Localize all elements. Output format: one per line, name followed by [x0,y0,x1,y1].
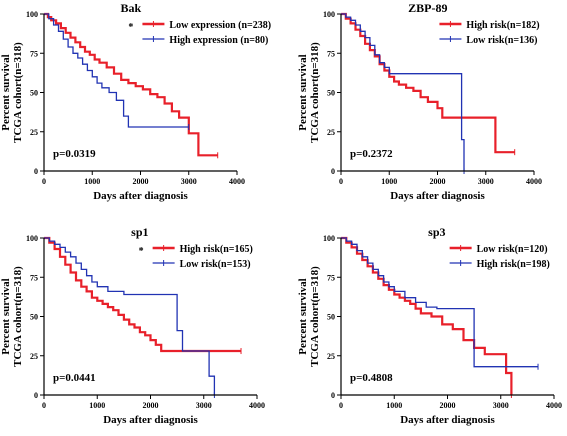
x-tick-label: 0 [42,401,46,410]
km-curve-blue [44,13,189,128]
p-value-label: p=0.2372 [350,148,393,160]
x-tick-label: 2000 [440,401,456,410]
legend-entry: High risk(n=165) [180,244,253,255]
p-value-label: p=0.0441 [53,372,96,384]
chart-title: sp3 [428,225,445,239]
x-axis-label: Days after diagnosis [390,190,485,202]
chart-title: Bak [121,1,142,15]
y-tick-label: 75 [30,273,38,282]
y-tick-label: 25 [30,352,38,361]
x-axis-label: Days after diagnosis [93,190,188,202]
legend-entry: High expression (n=80) [169,35,268,46]
chart-title: ZBP-89 [408,1,447,15]
x-axis-label: Days after diagnosis [103,414,198,426]
y-tick-label: 50 [30,313,38,322]
y-axis-label: Percent survival [297,54,309,130]
x-tick-label: 3000 [181,177,197,186]
legend-entry: High risk(n=182) [466,20,539,31]
legend-entry: Low risk(n=120) [477,244,548,255]
x-tick-label: 0 [42,177,46,186]
km-curve-red [44,12,218,157]
x-tick-label: 1000 [89,401,105,410]
y-tick-label: 100 [26,10,38,19]
x-axis-label: Days after diagnosis [400,414,495,426]
y-tick-label: 0 [34,167,38,176]
y-axis-label: Percent survival [0,54,12,130]
y-axis-label: TCGA cohort(n=318) [12,266,24,367]
x-tick-label: 4000 [229,177,245,186]
km-curve-blue [341,237,538,368]
y-tick-label: 100 [323,10,335,19]
p-value-label: p=0.0319 [53,148,96,160]
y-tick-label: 75 [327,49,335,58]
legend-entry: Low expression (n=238) [169,20,271,31]
y-tick-label: 100 [323,234,335,243]
km-curve-blue [44,237,216,395]
x-tick-label: 0 [339,401,343,410]
y-axis-label: TCGA cohort(n=318) [12,42,24,143]
significance-marker: * [128,22,133,33]
x-tick-label: 2000 [133,177,149,186]
y-axis-label: Percent survival [297,278,309,354]
y-axis-label: TCGA cohort(n=318) [309,42,321,143]
x-tick-label: 2000 [430,177,446,186]
y-tick-label: 25 [30,128,38,137]
y-tick-label: 75 [30,49,38,58]
p-value-label: p=0.4808 [350,372,393,384]
y-tick-label: 0 [34,391,38,400]
x-tick-label: 0 [339,177,343,186]
legend-entry: Low risk(n=153) [180,259,251,270]
x-tick-label: 4000 [546,401,562,410]
x-tick-label: 4000 [249,401,265,410]
y-tick-label: 75 [327,273,335,282]
x-tick-label: 4000 [526,177,542,186]
y-tick-label: 100 [26,234,38,243]
chart-title: sp1 [131,225,148,239]
x-tick-label: 1000 [386,401,402,410]
km-curve-red [44,236,241,353]
x-tick-label: 1000 [381,177,397,186]
x-tick-label: 1000 [84,177,100,186]
y-tick-label: 25 [327,128,335,137]
km-curve-blue [341,13,465,171]
x-tick-label: 3000 [478,177,494,186]
significance-marker: * [139,246,144,257]
legend-entry: High risk(n=198) [477,259,550,270]
y-tick-label: 0 [331,391,335,400]
x-tick-label: 3000 [196,401,212,410]
y-axis-label: Percent survival [0,278,12,354]
y-tick-label: 25 [327,352,335,361]
y-tick-label: 50 [327,313,335,322]
km-curve-red [341,12,515,154]
y-tick-label: 50 [327,89,335,98]
x-tick-label: 3000 [493,401,509,410]
legend-entry: Low risk(n=136) [466,35,537,46]
x-tick-label: 2000 [143,401,159,410]
y-tick-label: 50 [30,89,38,98]
y-tick-label: 0 [331,167,335,176]
y-axis-label: TCGA cohort(n=318) [309,266,321,367]
